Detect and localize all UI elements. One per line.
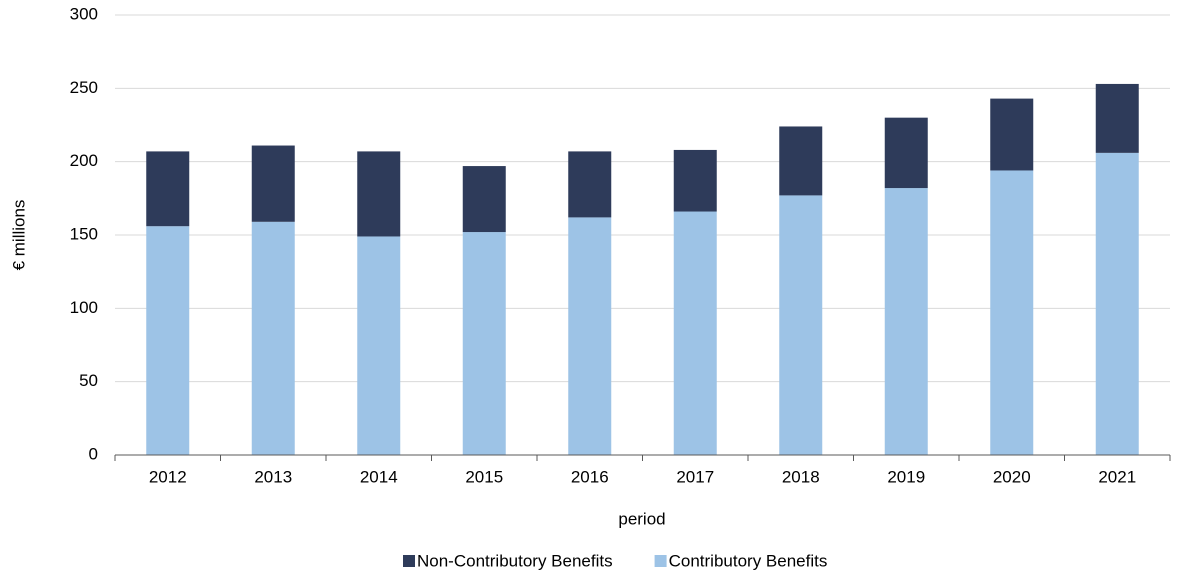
bar-segment bbox=[1095, 152, 1139, 455]
bar-segment bbox=[884, 117, 928, 189]
bar-segment bbox=[462, 232, 506, 455]
y-tick-label: 100 bbox=[70, 298, 98, 317]
bar-segment bbox=[357, 151, 401, 237]
y-tick-label: 300 bbox=[70, 4, 98, 23]
y-tick-label: 50 bbox=[79, 371, 98, 390]
y-tick-label: 150 bbox=[70, 224, 98, 243]
bar-segment bbox=[1095, 83, 1139, 153]
bar-segment bbox=[673, 211, 717, 455]
bar-segment bbox=[779, 195, 823, 455]
bar-segment bbox=[146, 151, 190, 227]
legend-label: Non-Contributory Benefits bbox=[417, 551, 613, 570]
bar-segment bbox=[673, 149, 717, 212]
x-tick-label: 2021 bbox=[1098, 467, 1136, 486]
y-tick-label: 0 bbox=[89, 444, 98, 463]
bar-segment bbox=[779, 126, 823, 196]
bar-segment bbox=[990, 98, 1034, 171]
x-tick-label: 2020 bbox=[993, 467, 1031, 486]
bar-segment bbox=[568, 217, 612, 455]
x-tick-label: 2018 bbox=[782, 467, 820, 486]
y-tick-label: 250 bbox=[70, 78, 98, 97]
bar-segment bbox=[251, 221, 295, 455]
x-tick-label: 2015 bbox=[465, 467, 503, 486]
bar-segment bbox=[568, 151, 612, 218]
bar-segment bbox=[884, 188, 928, 456]
y-axis-label: € millions bbox=[9, 200, 28, 271]
x-tick-label: 2016 bbox=[571, 467, 609, 486]
bar-segment bbox=[357, 236, 401, 455]
x-tick-label: 2012 bbox=[149, 467, 187, 486]
x-tick-label: 2014 bbox=[360, 467, 398, 486]
y-tick-label: 200 bbox=[70, 151, 98, 170]
x-axis-label: period bbox=[618, 509, 665, 528]
x-tick-label: 2013 bbox=[254, 467, 292, 486]
bar-segment bbox=[990, 170, 1034, 455]
legend-label: Contributory Benefits bbox=[669, 551, 828, 570]
legend-swatch bbox=[403, 555, 415, 567]
x-tick-label: 2019 bbox=[887, 467, 925, 486]
bar-segment bbox=[146, 226, 190, 455]
bar-segment bbox=[251, 145, 295, 222]
bar-segment bbox=[462, 166, 506, 233]
x-tick-label: 2017 bbox=[676, 467, 714, 486]
legend-swatch bbox=[654, 555, 667, 567]
